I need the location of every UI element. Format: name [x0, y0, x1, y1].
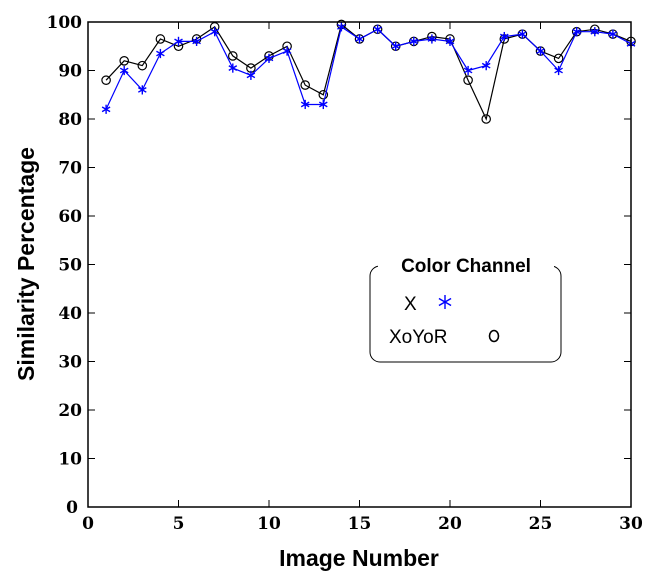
data-point-asterisk — [572, 27, 582, 37]
data-point-asterisk — [409, 36, 419, 46]
plot-area-frame — [87, 21, 632, 508]
data-point-asterisk — [210, 27, 220, 37]
series-line — [105, 25, 632, 110]
data-point-asterisk — [300, 99, 310, 110]
data-point-asterisk — [499, 31, 509, 42]
y-tick-label: 90 — [58, 62, 82, 82]
data-point-circle — [318, 89, 329, 100]
x-axis-title: Image Number — [279, 545, 439, 571]
data-point-asterisk — [174, 36, 183, 46]
data-point-asterisk — [391, 41, 401, 51]
data-point-asterisk — [228, 63, 238, 73]
data-point-asterisk — [119, 65, 129, 76]
data-point-asterisk — [101, 104, 111, 114]
data-point-asterisk — [590, 27, 600, 37]
data-point-asterisk — [427, 34, 437, 44]
data-point-asterisk — [246, 70, 256, 80]
data-point-circle — [101, 75, 111, 85]
data-point-circle — [463, 75, 473, 85]
data-point-asterisk — [192, 36, 201, 46]
data-point-asterisk — [373, 24, 382, 34]
y-tick-label: 10 — [58, 450, 82, 470]
y-tick-label: 80 — [58, 110, 82, 130]
legend-marker-asterisk — [438, 295, 452, 309]
x-tick-label: 20 — [438, 514, 462, 534]
y-axis-title: Similarity Percentage — [13, 147, 39, 381]
y-tick-label: 0 — [66, 498, 78, 518]
x-tick-label: 30 — [619, 514, 643, 534]
legend-marker-circle — [488, 329, 500, 343]
y-tick-label: 100 — [47, 13, 83, 33]
data-point-circle — [553, 53, 564, 64]
data-point-circle — [137, 60, 148, 71]
series-line — [105, 23, 632, 121]
y-tick-label: 40 — [58, 304, 82, 324]
y-tick-label: 30 — [58, 353, 82, 373]
data-point-circle — [300, 80, 310, 90]
x-tick-label: 0 — [82, 514, 94, 534]
series-x — [101, 22, 636, 114]
y-tick-label: 50 — [58, 256, 82, 276]
x-tick-label: 5 — [173, 514, 185, 534]
legend: Color Channel X XoYoR — [369, 254, 562, 363]
y-tick-label: 60 — [58, 207, 82, 227]
legend-label-x: X — [404, 294, 417, 315]
data-point-asterisk — [282, 46, 292, 56]
data-point-asterisk — [518, 29, 527, 39]
data-point-asterisk — [318, 99, 328, 110]
data-point-asterisk — [156, 48, 165, 59]
data-point-asterisk — [481, 61, 491, 71]
series-layer — [101, 19, 636, 124]
x-tick-label: 10 — [257, 514, 281, 534]
x-tick-label: 15 — [348, 514, 372, 534]
legend-circle — [488, 329, 500, 343]
y-tick-label: 20 — [58, 401, 82, 421]
legend-asterisk — [438, 295, 452, 309]
data-point-asterisk — [463, 65, 473, 76]
data-point-asterisk — [355, 34, 364, 44]
x-tick-label: 25 — [529, 514, 553, 534]
data-point-asterisk — [264, 53, 274, 63]
tick-labels: 10 20 30 40 50 60 70 80 90 100 0 5 10 15 20 25 30 0 — [47, 13, 643, 534]
data-point-asterisk — [337, 22, 346, 32]
data-point-asterisk — [554, 65, 563, 76]
data-point-circle — [119, 55, 129, 66]
data-point-circle — [228, 51, 238, 61]
data-point-circle — [481, 114, 491, 124]
data-point-asterisk — [137, 85, 147, 95]
data-point-circle — [155, 34, 166, 44]
data-point-asterisk — [445, 36, 455, 46]
legend-label-xoyor: XoYoR — [389, 327, 447, 348]
y-tick-label: 70 — [58, 159, 82, 179]
data-point-asterisk — [608, 29, 618, 39]
data-point-asterisk — [536, 46, 545, 56]
legend-title: Color Channel — [401, 256, 531, 277]
